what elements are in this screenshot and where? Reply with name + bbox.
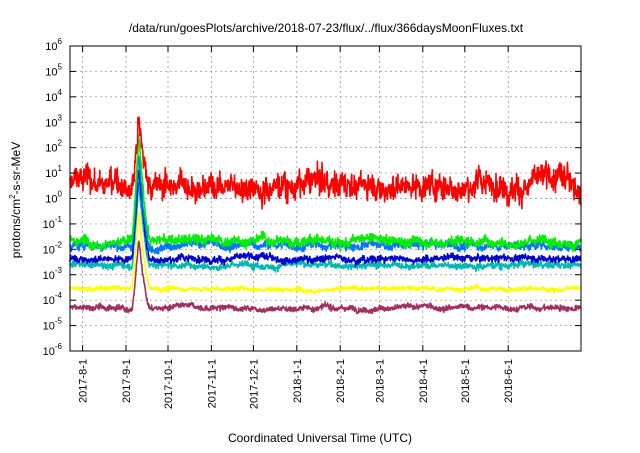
y-tick-label: 106 xyxy=(45,37,62,53)
x-tick-label: 2018-2-1 xyxy=(335,359,347,403)
y-tick-label: 10-2 xyxy=(43,240,63,256)
x-tick-label: 2018-3-1 xyxy=(374,359,386,403)
y-tick-label: 101 xyxy=(45,164,62,180)
x-tick-label: 2018-1-1 xyxy=(292,359,304,403)
y-axis-title-part2: -s-sr-MeV xyxy=(9,142,23,195)
x-tick-label: 2017-10-1 xyxy=(163,359,175,409)
flux-series-line xyxy=(69,182,582,273)
x-tick-label: 2017-9-1 xyxy=(121,359,133,403)
y-tick-label: 105 xyxy=(45,62,62,78)
y-axis-title-part1: protons/cm xyxy=(9,199,23,258)
flux-series-line xyxy=(69,169,582,268)
flux-series-line xyxy=(69,116,582,210)
x-axis-ticks: 2017-8-1 2017-9-1 2017-10-1 2017-11-1 2017-1… xyxy=(78,46,515,409)
x-tick-label: 2018-4-1 xyxy=(418,359,430,403)
flux-series-line xyxy=(69,210,582,295)
flux-series-line xyxy=(69,155,582,255)
y-tick-label: 102 xyxy=(45,139,62,155)
y-tick-label: 104 xyxy=(45,88,62,104)
x-tick-label: 2018-6-1 xyxy=(503,359,515,403)
x-tick-label: 2017-12-1 xyxy=(248,359,260,409)
flux-series-line xyxy=(69,240,582,315)
y-tick-label: 10-4 xyxy=(43,291,63,307)
y-tick-label: 10-6 xyxy=(43,342,63,358)
y-axis-title: protons/cm2-s-sr-MeV xyxy=(8,142,23,258)
flux-series-line xyxy=(69,133,582,253)
y-tick-label: 10-1 xyxy=(43,215,63,231)
x-axis-title: Coordinated Universal Time (UTC) xyxy=(228,431,412,445)
y-tick-label: 100 xyxy=(45,190,62,206)
x-tick-label: 2018-5-1 xyxy=(460,359,472,403)
x-tick-label: 2017-11-1 xyxy=(206,359,218,408)
y-axis-title-superscript: 2 xyxy=(8,194,17,199)
y-tick-label: 10-3 xyxy=(43,266,63,282)
y-tick-label: 103 xyxy=(45,113,62,129)
y-axis-ticks: 10-6 10-5 10-4 10-3 10-2 10-1 100 101 102 103 104 1… xyxy=(43,37,581,358)
series-layer xyxy=(69,116,582,315)
grid xyxy=(70,46,581,351)
y-tick-label: 10-5 xyxy=(43,317,63,333)
x-tick-label: 2017-8-1 xyxy=(78,359,90,403)
chart-title: /data/run/goesPlots/archive/2018-07-23/f… xyxy=(129,21,524,35)
